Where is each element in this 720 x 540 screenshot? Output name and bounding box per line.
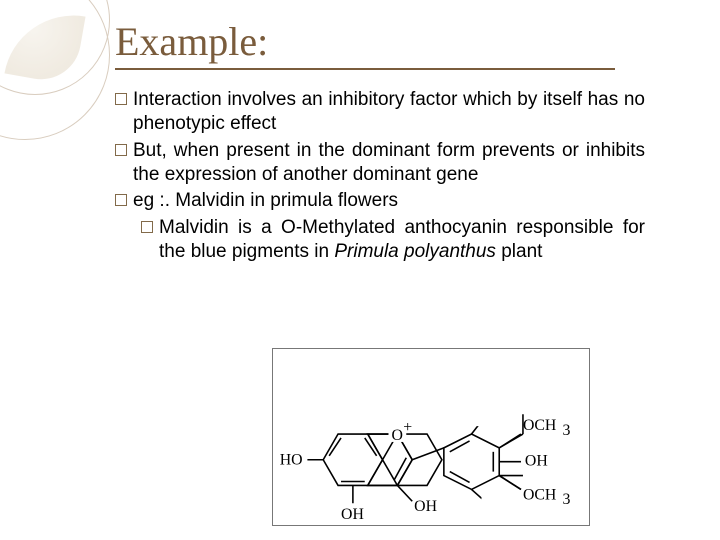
bullet-text: But, when present in the dominant form p…	[133, 139, 645, 188]
square-bullet-icon	[115, 144, 127, 156]
methoxy-bottom-label: OCH	[523, 486, 556, 503]
bullet-text: eg :. Malvidin in primula flowers	[133, 189, 645, 213]
bullet-item-1: Interaction involves an inhibitory facto…	[115, 88, 645, 137]
bullet-text-suffix: plant	[496, 241, 542, 262]
hydroxyl-ringc-label: OH	[414, 498, 437, 515]
bullet-text: Malvidin is a O-Methylated anthocyanin r…	[159, 216, 645, 265]
title-underline	[115, 68, 615, 70]
malvidin-structure-figure: O + HO OH OH OCH 3 OH OCH 3	[272, 348, 590, 526]
slide-title: Example:	[115, 18, 268, 65]
hydroxyl-left-label: HO	[280, 452, 303, 469]
ring-oxygen-label: O	[391, 427, 402, 444]
bullet-item-3: eg :. Malvidin in primula flowers	[115, 189, 645, 213]
methoxy-top-label: OCH	[523, 417, 556, 434]
methoxy-bottom-sub: 3	[563, 491, 571, 508]
square-bullet-icon	[115, 194, 127, 206]
square-bullet-icon	[141, 221, 153, 233]
cation-plus-label: +	[403, 419, 412, 436]
slide-body: Interaction involves an inhibitory facto…	[115, 88, 645, 266]
hydroxyl-right-label: OH	[525, 453, 548, 470]
bullet-item-2: But, when present in the dominant form p…	[115, 139, 645, 188]
hydroxyl-bottom-a-label: OH	[341, 506, 364, 523]
italic-species-name: Primula polyanthus	[334, 241, 496, 262]
square-bullet-icon	[115, 93, 127, 105]
bullet-item-4: Malvidin is a O-Methylated anthocyanin r…	[115, 216, 645, 265]
bullet-text: Interaction involves an inhibitory facto…	[133, 88, 645, 137]
methoxy-top-sub: 3	[563, 422, 571, 439]
